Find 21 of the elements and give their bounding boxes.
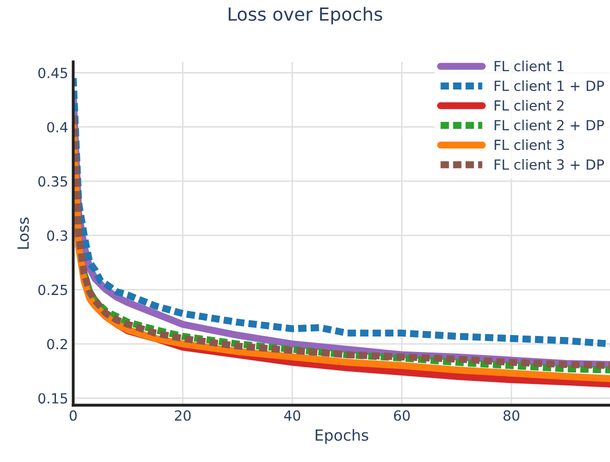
y-tick-label: 0.3 xyxy=(47,230,68,241)
legend-label: FL client 3 xyxy=(494,139,564,150)
x-tick-label: 60 xyxy=(394,410,410,421)
y-tick-label: 0.25 xyxy=(38,284,68,296)
y-axis-title: Loss xyxy=(18,218,29,249)
x-tick-label: 0 xyxy=(70,410,77,421)
y-tick-label: 0.4 xyxy=(47,122,68,132)
x-tick-label: 80 xyxy=(504,410,520,421)
legend-label: FL client 3 + DP xyxy=(494,159,604,170)
y-tick-label: 0.45 xyxy=(38,68,68,78)
y-tick-label: 0.15 xyxy=(38,393,68,404)
chart-title: Loss over Epochs xyxy=(228,6,382,24)
x-tick-label: 40 xyxy=(284,410,300,421)
y-tick-label: 0.35 xyxy=(38,176,68,187)
legend-label: FL client 1 + DP xyxy=(494,80,604,92)
x-axis-title: Epochs xyxy=(316,429,368,444)
x-tick-label: 20 xyxy=(174,410,191,421)
legend-label: FL client 2 + DP xyxy=(494,120,604,130)
y-tick-label: 0.2 xyxy=(47,338,67,350)
legend-label: FL client 1 xyxy=(494,60,564,72)
legend-label: FL client 2 xyxy=(494,100,564,111)
